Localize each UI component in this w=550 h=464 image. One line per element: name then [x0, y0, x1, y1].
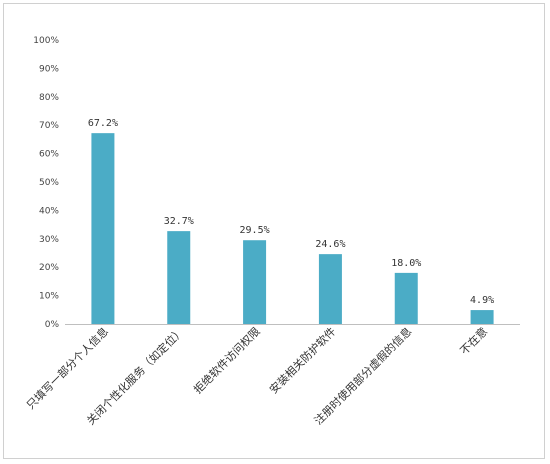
y-tick-label: 0% [45, 320, 60, 330]
data-label: 4.9% [470, 295, 494, 306]
data-label: 18.0% [391, 258, 421, 269]
category-label: 安装相关防护软件 [266, 324, 338, 396]
data-label: 24.6% [315, 239, 345, 250]
y-tick-label: 10% [39, 292, 59, 302]
bar [91, 133, 115, 324]
bars [91, 133, 494, 324]
bar [394, 272, 418, 324]
category-label: 不在意 [457, 324, 490, 357]
bar [318, 254, 342, 324]
y-tick-label: 60% [39, 150, 59, 160]
y-tick-label: 50% [39, 178, 59, 188]
category-label: 只填写一部分个人信息 [23, 324, 111, 412]
y-tick-label: 100% [33, 36, 59, 46]
category-label: 拒绝软件访问权限 [191, 324, 263, 396]
y-tick-label: 70% [39, 121, 59, 131]
y-tick-label: 90% [39, 64, 59, 74]
y-tick-label: 80% [39, 93, 59, 103]
data-labels: 67.2% 32.7% 29.5% 24.6% 18.0% 4.9% [88, 118, 494, 306]
y-axis: 0% 10% 20% 30% 40% 50% 60% 70% 80% 90% 100% [33, 36, 59, 330]
bar [243, 240, 267, 324]
y-tick-label: 30% [39, 235, 59, 245]
bar [470, 310, 494, 324]
data-label: 67.2% [88, 118, 118, 129]
data-label: 32.7% [164, 216, 194, 227]
bar [167, 231, 191, 324]
y-tick-label: 20% [39, 263, 59, 273]
y-tick-label: 40% [39, 206, 59, 216]
data-label: 29.5% [240, 225, 270, 236]
